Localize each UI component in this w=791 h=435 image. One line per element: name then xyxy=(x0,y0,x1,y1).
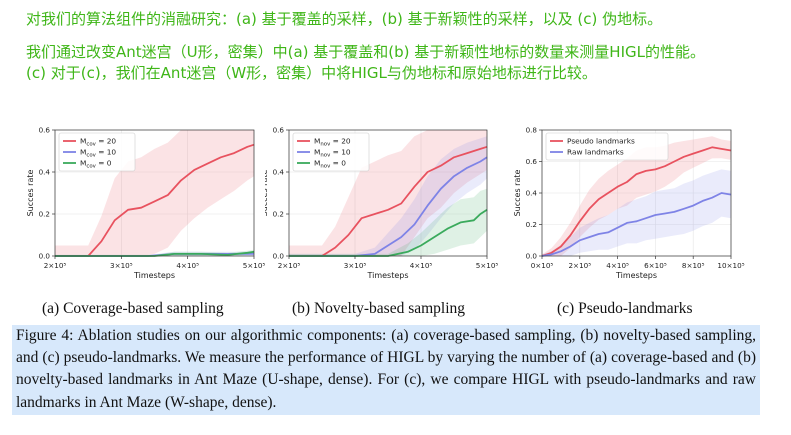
x-tick-label: 4×10⁵ xyxy=(176,261,199,270)
series-band xyxy=(542,136,731,256)
series-line xyxy=(55,143,255,257)
y-tick-label: 0.6 xyxy=(526,157,538,166)
subcaption-a: (a) Coverage-based sampling xyxy=(42,300,224,317)
legend-subscript: cov xyxy=(86,141,96,147)
y-axis-label: Succes rate xyxy=(265,170,269,217)
series-line xyxy=(289,156,488,257)
y-axis-label: Succes rate xyxy=(26,170,35,217)
subcaption-b: (b) Novelty-based sampling xyxy=(292,300,466,317)
legend-entry: Mnov = 20 xyxy=(314,137,351,148)
series-line xyxy=(289,145,488,257)
legend-box xyxy=(292,132,370,172)
chart-pseudo-landmarks: 0.0 0.2 0.4 0.6 0.8 0×10⁵ 2×10⁵ 4×10⁵ 6×10⁵ 8×10⁵… xyxy=(512,120,762,292)
x-tick-label: 3×10⁵ xyxy=(344,261,367,270)
legend: Pseudo landmarks Raw landmarks xyxy=(545,132,669,161)
legend-entry: Mcov = 10 xyxy=(80,148,116,159)
y-tick-label: 0.4 xyxy=(526,189,538,198)
chart-coverage-sampling: 0.0 0.2 0.4 0.6 2×10⁵ 3×10⁵ 4×10⁵ 5×10⁵ Timestep… xyxy=(16,120,266,292)
caption-text: Figure 4: Ablation studies on our algori… xyxy=(16,327,756,411)
legend-suffix: = 0 xyxy=(96,159,112,168)
legend-suffix: = 0 xyxy=(330,159,346,168)
annotation-line-1: 对我们的算法组件的消融研究：(a) 基于覆盖的采样，(b) 基于新颖性的采样，以… xyxy=(26,10,663,28)
x-axis-label: Timesteps xyxy=(133,271,175,280)
legend-subscript: cov xyxy=(86,152,96,158)
x-tick-label: 6×10⁵ xyxy=(644,261,667,270)
series-band xyxy=(289,130,487,256)
figure-caption: Figure 4: Ablation studies on our algori… xyxy=(12,325,760,415)
y-tick-label: 0.0 xyxy=(526,252,538,261)
x-axis-label: Timesteps xyxy=(615,271,657,280)
legend-subscript: nov xyxy=(320,152,331,158)
x-tick-label: 3×10⁵ xyxy=(110,261,133,270)
annotation-line-2: 我们通过改变Ant迷宫（U形，密集）中(a) 基于覆盖和(b) 基于新颖性地标的… xyxy=(26,43,705,61)
legend-suffix: = 10 xyxy=(330,148,351,157)
x-tick-label: 5×10⁵ xyxy=(243,261,266,270)
y-tick-label: 0.2 xyxy=(273,210,284,219)
legend-subscript: cov xyxy=(86,163,96,169)
legend-entry: Mcov = 20 xyxy=(80,137,116,148)
x-tick-label: 8×10⁵ xyxy=(682,261,705,270)
annotation-line-3: (c) 对于(c)，我们在Ant迷宫（W形，密集）中将HIGL与伪地标和原始地标… xyxy=(26,64,597,82)
x-tick-label: 2×10⁵ xyxy=(44,261,67,270)
legend-subscript: nov xyxy=(320,163,331,169)
x-axis-label: Timesteps xyxy=(366,271,408,280)
legend-entry: Raw landmarks xyxy=(567,148,624,157)
y-tick-label: 0.0 xyxy=(273,252,285,261)
subcaption-c: (c) Pseudo-landmarks xyxy=(557,300,693,317)
y-tick-label: 0.2 xyxy=(39,210,50,219)
series-band xyxy=(55,251,254,256)
x-tick-label: 2×10⁵ xyxy=(278,261,301,270)
y-tick-label: 0.4 xyxy=(39,168,51,177)
y-tick-label: 0.4 xyxy=(273,168,285,177)
x-tick-label: 10×10⁵ xyxy=(717,261,744,270)
legend-entry: Mnov = 10 xyxy=(314,148,351,159)
y-tick-label: 0.0 xyxy=(39,252,51,261)
x-tick-label: 4×10⁵ xyxy=(606,261,629,270)
x-tick-label: 0×10⁵ xyxy=(531,261,554,270)
series-line xyxy=(541,146,732,257)
chart-novelty-sampling: 0.0 0.2 0.4 0.6 2×10⁵ 3×10⁵ 4×10⁵ 5×10⁵ Timestep… xyxy=(265,120,515,292)
plot-frame xyxy=(288,129,488,257)
series-band xyxy=(289,136,487,256)
plot-frame xyxy=(54,129,255,257)
x-tick-label: 5×10⁵ xyxy=(476,261,499,270)
x-tick-label: 2×10⁵ xyxy=(568,261,591,270)
legend-suffix: = 20 xyxy=(96,137,117,146)
series-band xyxy=(289,188,487,256)
legend-subscript: nov xyxy=(320,141,331,147)
x-tick-label: 4×10⁵ xyxy=(410,261,433,270)
legend-box xyxy=(58,132,136,172)
y-tick-label: 0.6 xyxy=(273,126,285,135)
series-band xyxy=(55,130,254,256)
y-tick-label: 0.8 xyxy=(526,126,538,135)
series-band xyxy=(542,169,731,256)
legend-box xyxy=(545,132,669,161)
y-tick-label: 0.6 xyxy=(39,126,51,135)
y-axis-label: Succes rate xyxy=(513,170,522,217)
legend-suffix: = 20 xyxy=(330,137,351,146)
y-tick-label: 0.2 xyxy=(526,220,537,229)
series-line xyxy=(289,209,488,257)
legend-entry: Pseudo landmarks xyxy=(567,137,635,146)
legend-entry: Mnov = 0 xyxy=(314,159,346,170)
series-line xyxy=(541,192,732,257)
legend-entry: Mcov = 0 xyxy=(80,159,112,170)
legend-suffix: = 10 xyxy=(96,148,117,157)
